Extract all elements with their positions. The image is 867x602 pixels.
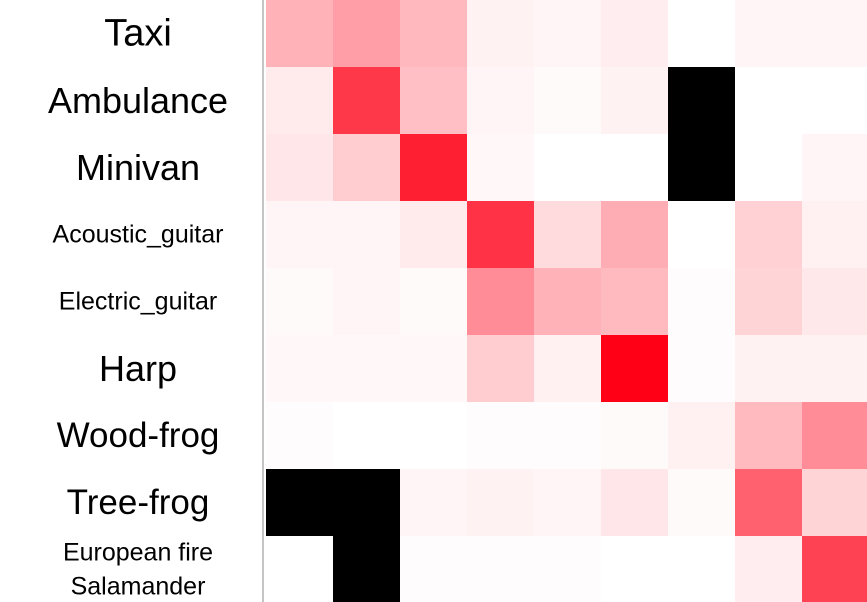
row-label-0: Taxi bbox=[104, 13, 172, 55]
heatmap-cell-r2-c7 bbox=[735, 134, 803, 202]
heatmap-cell-r6-c6 bbox=[668, 402, 736, 470]
heatmap-cells bbox=[266, 0, 867, 602]
heatmap-cell-r5-c6 bbox=[668, 335, 736, 403]
row-labels: Taxi Ambulance Minivan Acoustic_guitar Elect… bbox=[48, 13, 228, 601]
heatmap-cell-r8-c5 bbox=[601, 536, 669, 602]
heatmap-cell-r5-c5 bbox=[601, 335, 669, 403]
heatmap-cell-r7-c8 bbox=[802, 469, 867, 537]
heatmap-cell-r4-c2 bbox=[400, 268, 468, 336]
heatmap-cell-r1-c1 bbox=[333, 67, 401, 135]
row-label-7: Tree-frog bbox=[67, 483, 210, 522]
heatmap-cell-r8-c1 bbox=[333, 536, 401, 602]
heatmap-cell-r4-c8 bbox=[802, 268, 867, 336]
heatmap-cell-r2-c6 bbox=[668, 134, 736, 202]
row-label-6: Wood-frog bbox=[57, 416, 220, 455]
heatmap-cell-r1-c6 bbox=[668, 67, 736, 135]
heatmap-cell-r8-c8 bbox=[802, 536, 867, 602]
heatmap-cell-r6-c2 bbox=[400, 402, 468, 470]
heatmap-cell-r4-c1 bbox=[333, 268, 401, 336]
heatmap-cell-r7-c1 bbox=[333, 469, 401, 537]
heatmap-cell-r6-c3 bbox=[467, 402, 535, 470]
heatmap-cell-r7-c0 bbox=[266, 469, 334, 537]
heatmap-cell-r3-c6 bbox=[668, 201, 736, 269]
heatmap-cell-r4-c0 bbox=[266, 268, 334, 336]
heatmap-cell-r5-c7 bbox=[735, 335, 803, 403]
heatmap-cell-r1-c3 bbox=[467, 67, 535, 135]
heatmap-cell-r0-c7 bbox=[735, 0, 803, 68]
heatmap-cell-r5-c0 bbox=[266, 335, 334, 403]
heatmap-cell-r7-c5 bbox=[601, 469, 669, 537]
heatmap-cell-r3-c7 bbox=[735, 201, 803, 269]
heatmap-cell-r4-c5 bbox=[601, 268, 669, 336]
heatmap-cell-r3-c5 bbox=[601, 201, 669, 269]
heatmap-cell-r2-c5 bbox=[601, 134, 669, 202]
heatmap-cell-r0-c4 bbox=[534, 0, 602, 68]
heatmap-cell-r3-c3 bbox=[467, 201, 535, 269]
heatmap-cell-r0-c3 bbox=[467, 0, 535, 68]
heatmap-cell-r5-c8 bbox=[802, 335, 867, 403]
heatmap-cell-r4-c3 bbox=[467, 268, 535, 336]
heatmap-cell-r0-c8 bbox=[802, 0, 867, 68]
heatmap-cell-r3-c1 bbox=[333, 201, 401, 269]
heatmap-cell-r7-c3 bbox=[467, 469, 535, 537]
heatmap-cell-r6-c5 bbox=[601, 402, 669, 470]
row-label-1: Ambulance bbox=[48, 80, 228, 121]
row-label-8-line-0: European fire bbox=[63, 539, 213, 567]
row-label-3: Acoustic_guitar bbox=[53, 221, 224, 249]
heatmap-cell-r2-c4 bbox=[534, 134, 602, 202]
heatmap-cell-r2-c3 bbox=[467, 134, 535, 202]
heatmap-cell-r3-c4 bbox=[534, 201, 602, 269]
heatmap-cell-r0-c5 bbox=[601, 0, 669, 68]
heatmap-cell-r1-c4 bbox=[534, 67, 602, 135]
heatmap-cell-r0-c0 bbox=[266, 0, 334, 68]
heatmap-cell-r5-c2 bbox=[400, 335, 468, 403]
heatmap-cell-r2-c2 bbox=[400, 134, 468, 202]
heatmap-cell-r0-c2 bbox=[400, 0, 468, 68]
heatmap-cell-r5-c1 bbox=[333, 335, 401, 403]
heatmap-cell-r1-c2 bbox=[400, 67, 468, 135]
heatmap-cell-r3-c0 bbox=[266, 201, 334, 269]
heatmap-cell-r8-c6 bbox=[668, 536, 736, 602]
heatmap-cell-r6-c7 bbox=[735, 402, 803, 470]
row-label-2: Minivan bbox=[76, 147, 200, 188]
heatmap-cell-r5-c3 bbox=[467, 335, 535, 403]
heatmap-cell-r8-c2 bbox=[400, 536, 468, 602]
heatmap-cell-r5-c4 bbox=[534, 335, 602, 403]
heatmap-cell-r4-c7 bbox=[735, 268, 803, 336]
heatmap-cell-r0-c6 bbox=[668, 0, 736, 68]
heatmap-cell-r1-c8 bbox=[802, 67, 867, 135]
heatmap-cell-r6-c4 bbox=[534, 402, 602, 470]
heatmap-cell-r0-c1 bbox=[333, 0, 401, 68]
heatmap-cell-r1-c0 bbox=[266, 67, 334, 135]
heatmap-cell-r7-c4 bbox=[534, 469, 602, 537]
heatmap-cell-r3-c2 bbox=[400, 201, 468, 269]
row-label-4: Electric_guitar bbox=[59, 288, 217, 316]
heatmap-cell-r1-c7 bbox=[735, 67, 803, 135]
heatmap-cell-r1-c5 bbox=[601, 67, 669, 135]
heatmap-cell-r2-c8 bbox=[802, 134, 867, 202]
heatmap-cell-r6-c1 bbox=[333, 402, 401, 470]
heatmap-cell-r6-c8 bbox=[802, 402, 867, 470]
heatmap-cell-r4-c4 bbox=[534, 268, 602, 336]
heatmap-cell-r8-c7 bbox=[735, 536, 803, 602]
heatmap-cell-r4-c6 bbox=[668, 268, 736, 336]
heatmap-cell-r7-c2 bbox=[400, 469, 468, 537]
row-label-5: Harp bbox=[99, 348, 177, 389]
heatmap-cell-r8-c0 bbox=[266, 536, 334, 602]
heatmap-cell-r7-c7 bbox=[735, 469, 803, 537]
heatmap-cell-r3-c8 bbox=[802, 201, 867, 269]
row-label-8-line-1: Salamander bbox=[71, 572, 206, 600]
heatmap-cell-r6-c0 bbox=[266, 402, 334, 470]
heatmap-cell-r8-c3 bbox=[467, 536, 535, 602]
heatmap-cell-r8-c4 bbox=[534, 536, 602, 602]
heatmap-cell-r7-c6 bbox=[668, 469, 736, 537]
heatmap-cell-r2-c1 bbox=[333, 134, 401, 202]
heatmap-cell-r2-c0 bbox=[266, 134, 334, 202]
